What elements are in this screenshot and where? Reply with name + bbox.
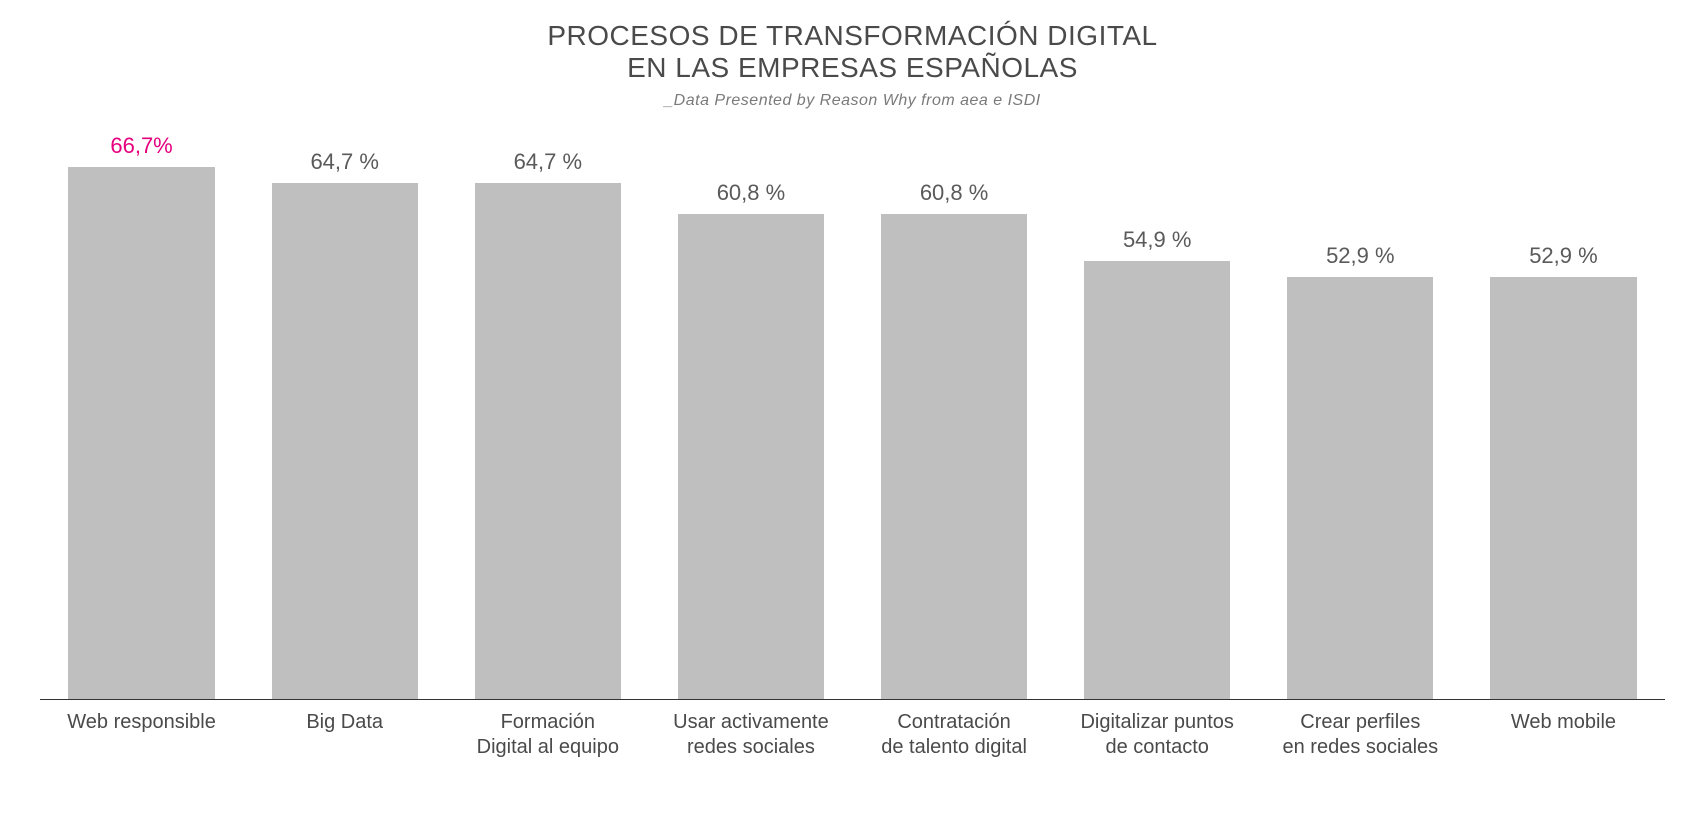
bar-slot: 52,9 % xyxy=(1259,140,1462,699)
bar-slot: 66,7% xyxy=(40,140,243,699)
bar: 64,7 % xyxy=(475,183,621,700)
bar: 60,8 % xyxy=(678,214,824,700)
bar-value-label: 64,7 % xyxy=(475,149,621,175)
bar-value-label: 64,7 % xyxy=(272,149,418,175)
bar: 54,9 % xyxy=(1084,261,1230,699)
chart-title-line2: EN LAS EMPRESAS ESPAÑOLAS xyxy=(20,52,1685,84)
bar-value-label: 54,9 % xyxy=(1084,227,1230,253)
x-axis-label: Contratación de talento digital xyxy=(853,710,1056,760)
bar-slot: 64,7 % xyxy=(243,140,446,699)
x-axis-label: Usar activamente redes sociales xyxy=(649,710,852,760)
bar-value-label: 52,9 % xyxy=(1287,243,1433,269)
bar-slot: 60,8 % xyxy=(853,140,1056,699)
chart-plot-area: 66,7% 64,7 % 64,7 % 60,8 % 60,8 % 54,9 % 52,9 … xyxy=(20,140,1685,814)
chart-title-line1: PROCESOS DE TRANSFORMACIÓN DIGITAL xyxy=(20,20,1685,52)
bar-slot: 64,7 % xyxy=(446,140,649,699)
bar-value-label: 60,8 % xyxy=(678,180,824,206)
bar: 64,7 % xyxy=(272,183,418,700)
x-axis-label: Web mobile xyxy=(1462,710,1665,760)
x-axis-label: Formación Digital al equipo xyxy=(446,710,649,760)
x-axis-label: Crear perfiles en redes sociales xyxy=(1259,710,1462,760)
bar: 52,9 % xyxy=(1287,277,1433,699)
x-axis-label: Big Data xyxy=(243,710,446,760)
bar-value-label: 52,9 % xyxy=(1490,243,1636,269)
x-axis-label: Web responsible xyxy=(40,710,243,760)
bar: 52,9 % xyxy=(1490,277,1636,699)
bar-row: 66,7% 64,7 % 64,7 % 60,8 % 60,8 % 54,9 % 52,9 … xyxy=(40,140,1665,700)
chart-subtitle: _Data Presented by Reason Why from aea e… xyxy=(20,92,1685,110)
x-axis-label: Digitalizar puntos de contacto xyxy=(1056,710,1259,760)
bar-value-label: 60,8 % xyxy=(881,180,1027,206)
chart-container: PROCESOS DE TRANSFORMACIÓN DIGITAL EN LA… xyxy=(0,0,1705,814)
bar: 66,7% xyxy=(68,167,214,700)
chart-titles: PROCESOS DE TRANSFORMACIÓN DIGITAL EN LA… xyxy=(20,20,1685,110)
bar-slot: 60,8 % xyxy=(649,140,852,699)
x-axis: Web responsibleBig DataFormación Digital… xyxy=(40,710,1665,760)
bar-slot: 54,9 % xyxy=(1056,140,1259,699)
bar: 60,8 % xyxy=(881,214,1027,700)
bar-slot: 52,9 % xyxy=(1462,140,1665,699)
bar-value-label: 66,7% xyxy=(68,133,214,159)
